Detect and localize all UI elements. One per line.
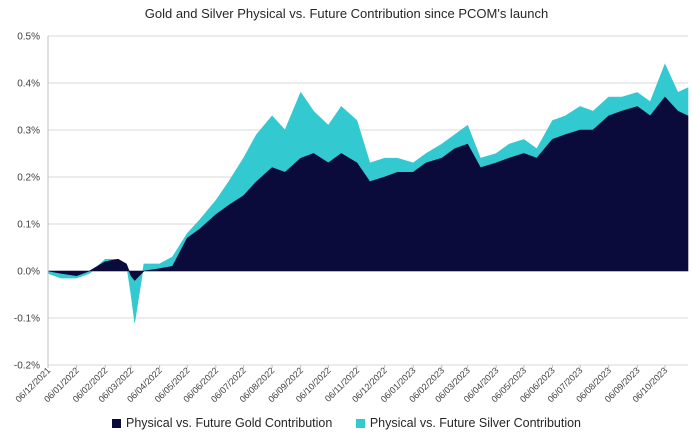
chart-title: Gold and Silver Physical vs. Future Cont…: [144, 6, 549, 21]
area-series: [47, 63, 689, 323]
area-gold: [47, 96, 689, 281]
y-tick-label: -0.2%: [14, 361, 40, 372]
legend-item-gold: Physical vs. Future Gold Contribution: [111, 416, 333, 430]
legend: Physical vs. Future Gold Contribution Ph…: [0, 416, 693, 431]
legend-label-silver: Physical vs. Future Silver Contribution: [369, 416, 582, 430]
y-tick-label: 0.2%: [17, 173, 40, 184]
y-tick-label: 0.3%: [17, 126, 40, 137]
y-tick-label: 0.0%: [17, 267, 40, 278]
y-tick-label: 0.5%: [17, 32, 40, 43]
x-axis: 06/12/202106/01/202206/02/202206/03/2022…: [13, 365, 669, 404]
legend-label-gold: Physical vs. Future Gold Contribution: [125, 416, 333, 430]
y-tick-label: -0.1%: [14, 314, 40, 325]
y-tick-label: 0.1%: [17, 220, 40, 231]
y-axis: 0.5% 0.4% 0.3% 0.2% 0.1% 0.0% -0.1% -0.2%: [14, 32, 49, 372]
legend-swatch-gold: [111, 418, 121, 428]
chart-canvas: 0.5% 0.4% 0.3% 0.2% 0.1% 0.0% -0.1% -0.2% 06/12…: [13, 32, 689, 404]
legend-swatch-silver: [355, 418, 365, 428]
legend-item-silver: Physical vs. Future Silver Contribution: [355, 416, 582, 430]
y-tick-label: 0.4%: [17, 79, 40, 90]
